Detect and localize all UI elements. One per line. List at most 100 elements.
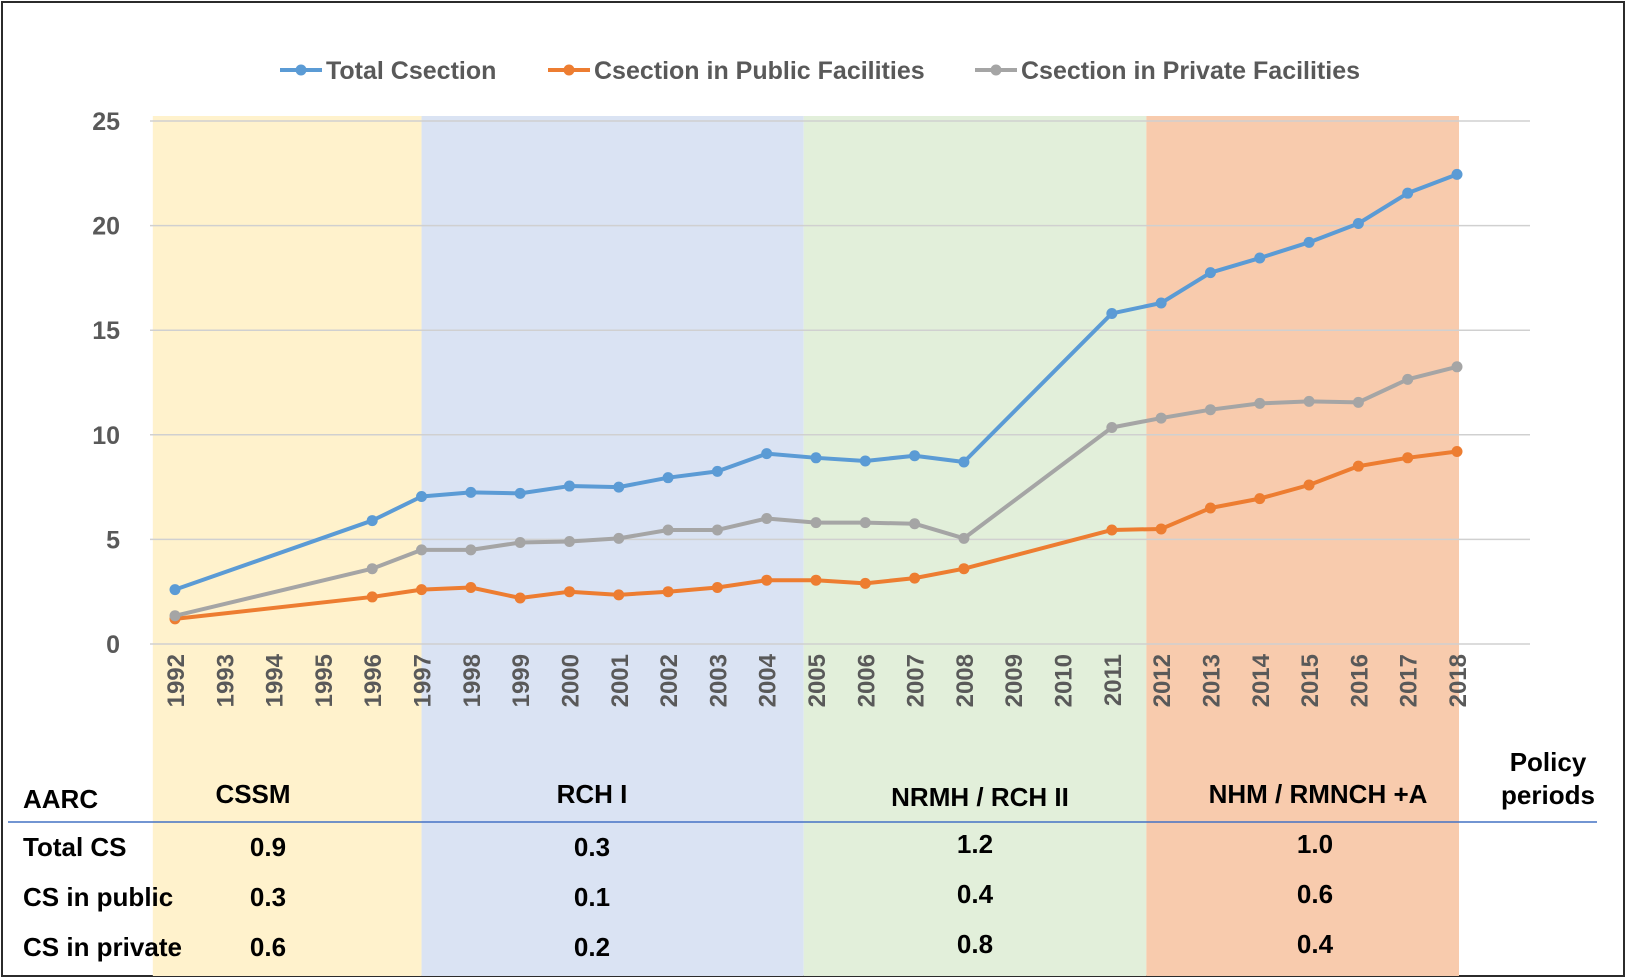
table-cell-value: 0.4	[957, 879, 994, 909]
x-tick-label: 2016	[1346, 654, 1373, 707]
x-tick-label: 2002	[656, 654, 683, 707]
data-point	[169, 610, 181, 622]
series-line-1	[174, 172, 1458, 592]
data-point	[810, 517, 822, 529]
x-tick-label: 2018	[1445, 654, 1472, 707]
legend-label: Csection in Private Facilities	[1021, 57, 1360, 85]
data-point	[1451, 168, 1463, 180]
data-point	[761, 512, 773, 524]
x-tick-label: 1998	[459, 654, 486, 707]
x-tick-label: 1995	[311, 654, 338, 707]
data-point	[465, 544, 477, 556]
data-point	[1254, 397, 1266, 409]
y-tick-label: 20	[92, 213, 120, 241]
x-tick-label: 2007	[903, 654, 930, 707]
data-point	[958, 532, 970, 544]
data-point	[1155, 297, 1167, 309]
y-tick-label: 25	[92, 108, 120, 136]
series-line-3	[174, 364, 1458, 618]
table-header-aarc: AARC	[23, 784, 98, 814]
x-tick-label: 2006	[853, 654, 880, 707]
data-point	[711, 465, 723, 477]
table-cell-value: 0.3	[250, 882, 286, 912]
policy-periods-label: periods	[1501, 780, 1595, 810]
data-point	[514, 487, 526, 499]
data-point	[1254, 252, 1266, 264]
data-point	[1204, 404, 1216, 416]
data-point	[1204, 502, 1216, 514]
x-tick-label: 1997	[410, 654, 437, 707]
data-point	[662, 586, 674, 598]
data-point	[366, 563, 378, 575]
data-point	[563, 480, 575, 492]
policy-period-title: CSSM	[215, 779, 290, 809]
data-point	[909, 572, 921, 584]
x-tick-label: 2011	[1100, 654, 1127, 706]
legend-swatch-marker	[295, 64, 307, 76]
data-point	[563, 586, 575, 598]
data-point	[1303, 236, 1315, 248]
x-tick-label: 2009	[1001, 654, 1028, 707]
y-tick-label: 5	[106, 526, 120, 554]
data-point	[810, 452, 822, 464]
legend-label: Csection in Public Facilities	[594, 57, 925, 85]
data-point	[1155, 523, 1167, 535]
data-point	[761, 574, 773, 586]
x-tick-label: 2005	[804, 654, 831, 707]
policy-band-2	[421, 116, 804, 976]
x-tick-label: 1994	[262, 653, 289, 707]
policy-band-3	[803, 116, 1147, 976]
data-point	[613, 532, 625, 544]
data-point	[810, 574, 822, 586]
data-point	[1204, 267, 1216, 279]
data-point	[761, 448, 773, 460]
x-tick-label: 2000	[557, 654, 584, 707]
data-point	[416, 544, 428, 556]
y-tick-label: 15	[92, 317, 120, 345]
x-tick-label: 1999	[508, 654, 535, 707]
data-point	[909, 450, 921, 462]
data-point	[416, 491, 428, 503]
table-row-label: CS in public	[23, 882, 173, 912]
table-cell-value: 0.6	[1297, 879, 1333, 909]
data-point	[1451, 446, 1463, 458]
data-point	[1155, 412, 1167, 424]
data-point	[662, 524, 674, 536]
data-point	[366, 515, 378, 527]
data-point	[1106, 421, 1118, 433]
data-point	[859, 577, 871, 589]
x-tick-label: 1992	[163, 654, 190, 707]
y-tick-label: 0	[106, 631, 120, 659]
data-point	[1402, 187, 1414, 199]
data-point	[1402, 452, 1414, 464]
data-point	[366, 591, 378, 603]
data-point	[859, 517, 871, 529]
data-point	[711, 524, 723, 536]
table-cell-value: 1.0	[1297, 829, 1333, 859]
data-point	[711, 582, 723, 594]
table-cell-value: 0.4	[1297, 929, 1334, 959]
legend-label: Total Csection	[326, 57, 496, 85]
table-cell-value: 0.1	[574, 882, 610, 912]
policy-period-title: RCH I	[557, 779, 628, 809]
data-point	[1451, 361, 1463, 373]
x-tick-label: 2012	[1149, 654, 1176, 707]
data-point	[613, 589, 625, 601]
table-cell-value: 0.9	[250, 832, 286, 862]
policy-band-1	[152, 116, 422, 976]
x-tick-label: 2017	[1396, 654, 1423, 707]
data-point	[1402, 373, 1414, 385]
table-cell-value: 1.2	[957, 829, 993, 859]
table-cell-value: 0.2	[574, 932, 610, 962]
data-point	[662, 472, 674, 484]
data-point	[1106, 307, 1118, 319]
data-point	[859, 455, 871, 467]
data-point	[514, 537, 526, 549]
x-tick-label: 2004	[755, 653, 782, 707]
x-tick-label: 2014	[1248, 653, 1275, 707]
table-row-label: Total CS	[23, 832, 127, 862]
data-point	[909, 518, 921, 530]
data-point	[1106, 524, 1118, 536]
data-point	[958, 456, 970, 468]
